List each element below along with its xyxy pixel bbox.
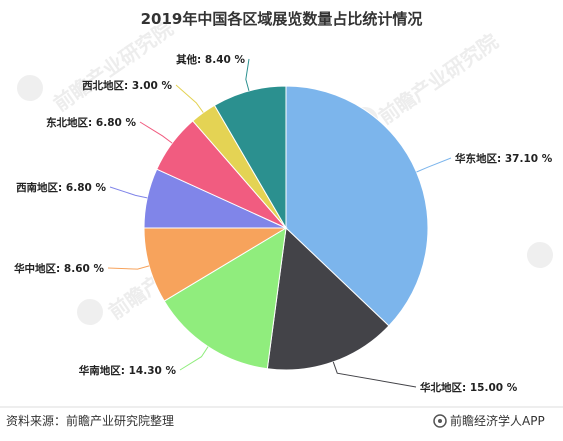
leader-line [416, 157, 452, 173]
pie-slice [163, 227, 287, 370]
slice-label: 东北地区: 6.80 % [46, 116, 136, 129]
slice-labels: 华东地区: 37.10 % 华北地区: 15.00 % 华南地区: 14.30 % 华… [14, 53, 553, 394]
leader-line [332, 361, 417, 388]
slice-label: 华中地区: 8.60 % [14, 262, 104, 275]
brand-text: 前瞻经济学人APP [450, 413, 545, 428]
slice-label: 华南地区: 14.30 % [79, 364, 177, 377]
chart-title: 2019年中国各区域展览数量占比统计情况 [141, 10, 423, 28]
slice-label: 西南地区: 6.80 % [16, 181, 106, 194]
leader-line [175, 84, 204, 113]
slice-label: 其他: 8.40 % [176, 53, 245, 66]
watermark-logo-icon [77, 299, 103, 325]
slice-label: 华东地区: 37.10 % [455, 152, 553, 165]
leader-line [107, 265, 150, 270]
leader-line [179, 346, 209, 371]
pie-slice [213, 85, 287, 230]
watermark-text: 前瞻产业研究院 [374, 29, 502, 129]
slice-label: 华北地区: 15.00 % [420, 381, 518, 394]
brand-logo-icon [433, 414, 447, 428]
leader-line [139, 121, 173, 144]
pie-slices [143, 85, 429, 371]
label-leaders [107, 58, 452, 388]
watermark-text: 前瞻产业研究院 [49, 16, 177, 116]
watermark-logo-icon [17, 75, 43, 101]
watermark-logo-icon [527, 242, 553, 268]
leader-line [245, 58, 250, 92]
slice-label: 西北地区: 3.00 % [82, 79, 172, 92]
source-text: 资料来源：前瞻产业研究院整理 [6, 413, 174, 428]
leader-line [109, 186, 148, 199]
